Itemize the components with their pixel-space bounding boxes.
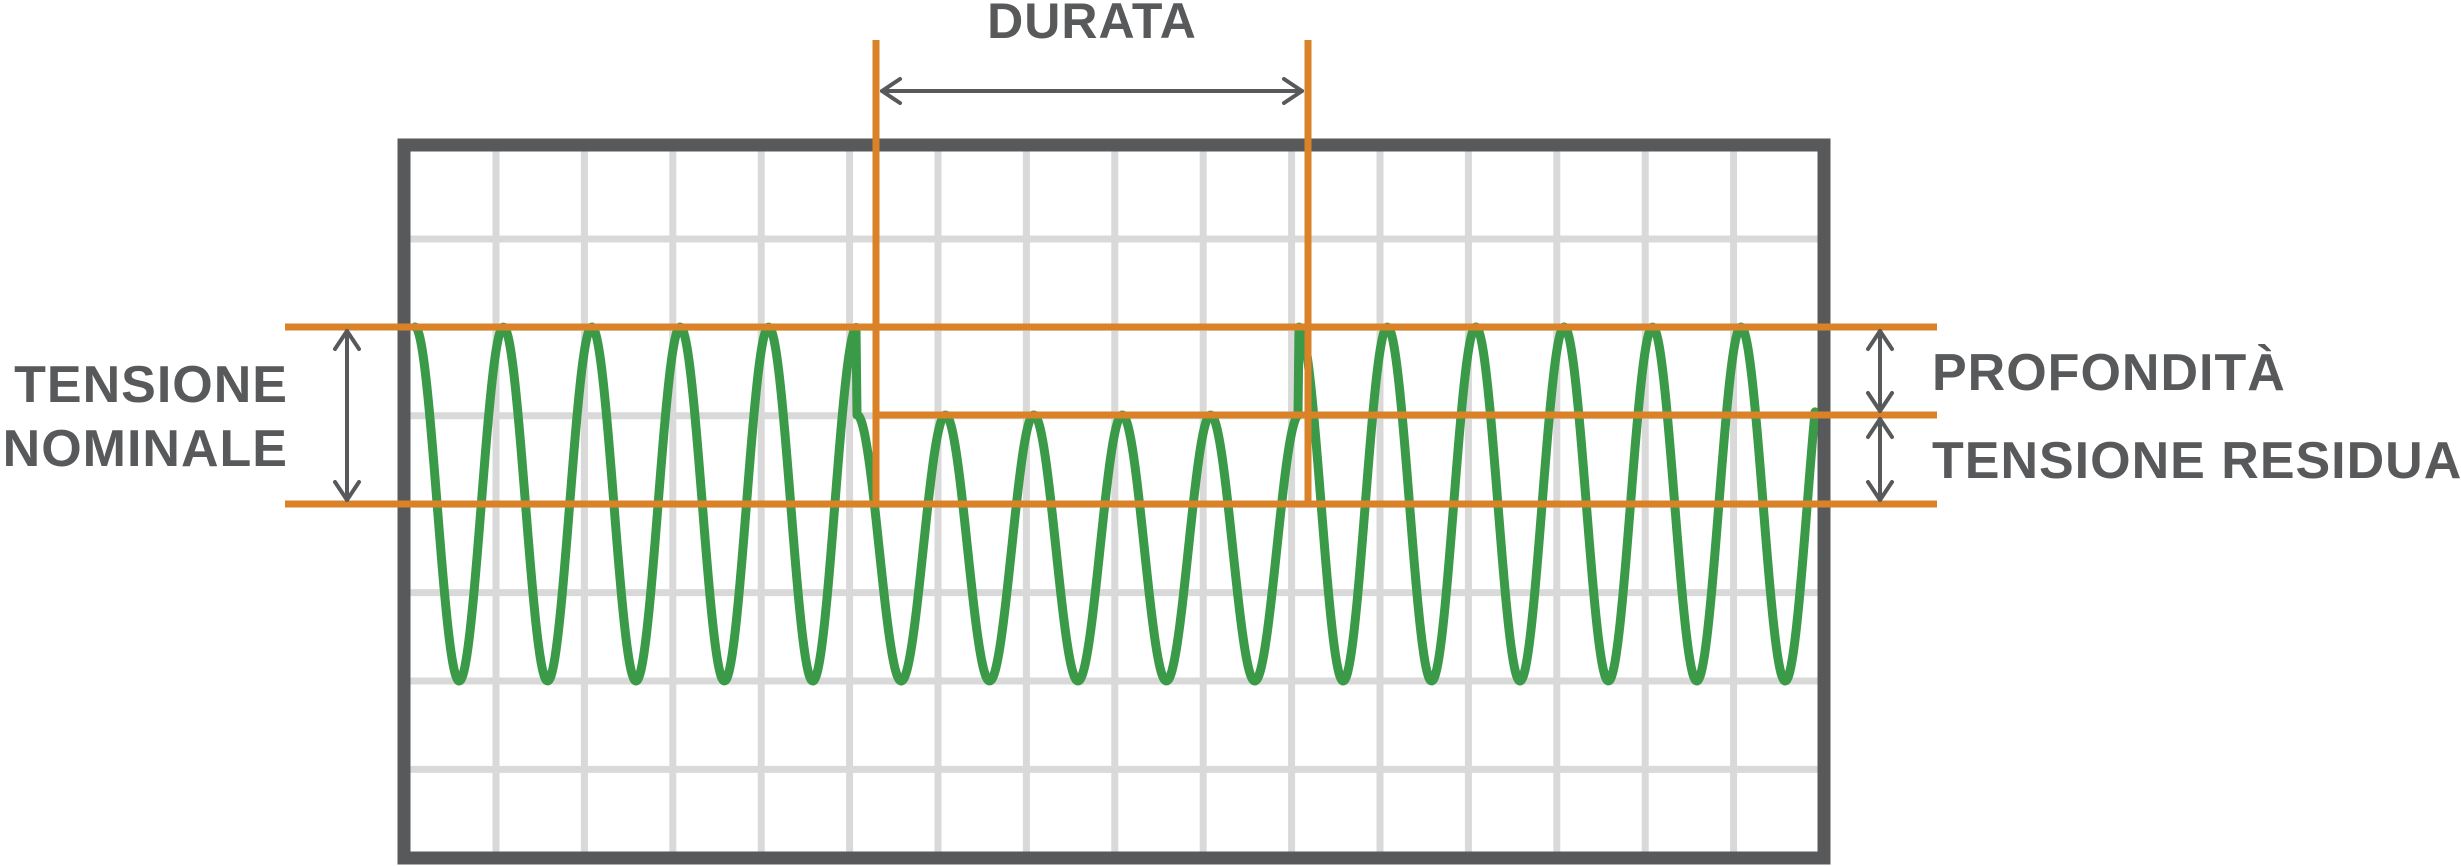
nominal-voltage-label-line1: TENSIONE [14,356,288,414]
nominal-voltage-arrow [333,329,361,502]
nominal-voltage-label-line2: NOMINALE [3,420,288,478]
residual-voltage-label: TENSIONE RESIDUA [1932,432,2461,490]
voltage-waveform [410,322,1818,686]
duration-arrow [880,77,1304,105]
depth-label: PROFONDITÀ [1932,344,2286,402]
depth-arrow [1866,329,1894,413]
duration-label: DURATA [987,0,1197,49]
residual-voltage-arrow [1866,417,1894,502]
